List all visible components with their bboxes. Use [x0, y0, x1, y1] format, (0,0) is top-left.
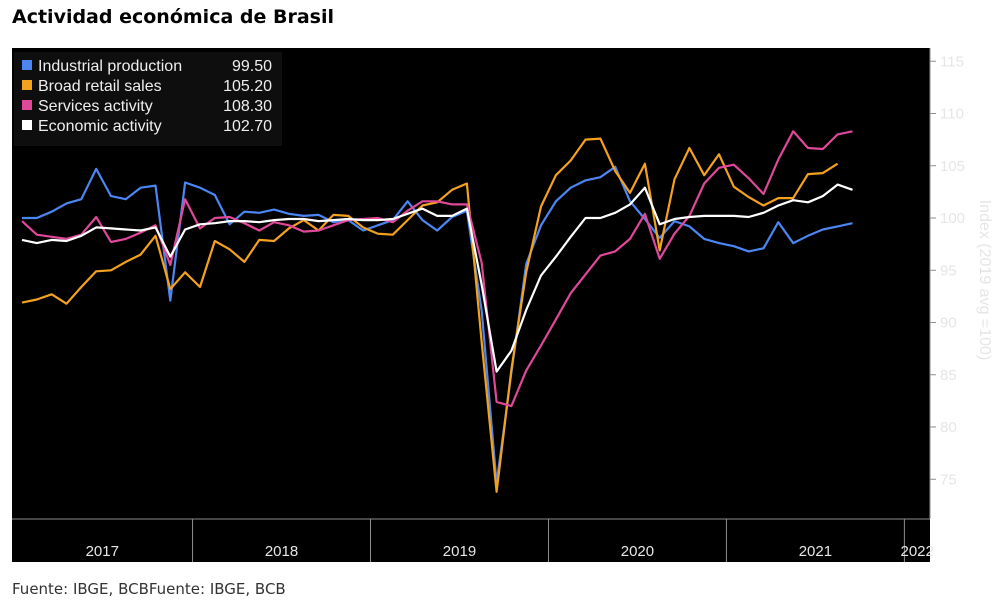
y-axis: 75 80 85 90 95 100 105 110 115 [929, 48, 965, 519]
series-lines [21, 130, 853, 493]
legend-entry-name: Broad retail sales [38, 78, 162, 95]
legend-entry-value: 105.20 [223, 78, 272, 95]
chart-title: Actividad económica de Brasil [12, 6, 334, 28]
y-tick-label: 90 [940, 315, 957, 332]
year-label: 2020 [621, 543, 654, 560]
time-axis: 2017 2018 2019 2020 2021 2022 [12, 518, 934, 562]
legend-swatch [22, 80, 32, 90]
y-axis-label: Index (2019 avg =100) [976, 200, 993, 361]
legend-entry-name: Services activity [38, 98, 153, 115]
year-label: 2017 [86, 543, 119, 560]
series-line-industrial-production [22, 165, 853, 485]
source-note: Fuente: IBGE, BCBFuente: IBGE, BCB [12, 580, 286, 598]
legend-entry-value: 108.30 [223, 98, 272, 115]
series-line-broad-retail-sales [21, 137, 839, 493]
y-tick-label: 100 [940, 210, 965, 227]
year-label: 2021 [799, 543, 832, 560]
year-label: 2018 [265, 543, 298, 560]
y-tick-label: 85 [940, 367, 957, 384]
year-label: 2019 [443, 543, 476, 560]
legend-swatch [22, 100, 32, 110]
year-label: 2022 [901, 543, 934, 560]
y-tick-label: 80 [940, 419, 957, 436]
legend-entry-value: 102.70 [223, 118, 272, 135]
legend-entry-value: 99.50 [232, 58, 272, 75]
legend-entry-name: Industrial production [38, 58, 182, 75]
legend-swatch [22, 120, 32, 130]
y-tick-label: 110 [940, 106, 964, 123]
y-tick-label: 75 [940, 471, 957, 488]
y-tick-label: 105 [940, 158, 965, 175]
y-tick-label: 95 [940, 262, 957, 279]
y-tick-label: 115 [940, 53, 964, 70]
legend: Industrial production 99.50 Broad retail s… [14, 52, 282, 146]
legend-swatch [22, 60, 32, 70]
legend-entry-name: Economic activity [38, 118, 162, 135]
chart: 2017 2018 2019 2020 2021 2022 75 80 85 90 95 100 10… [12, 48, 993, 562]
series-line-economic-activity [21, 183, 853, 373]
